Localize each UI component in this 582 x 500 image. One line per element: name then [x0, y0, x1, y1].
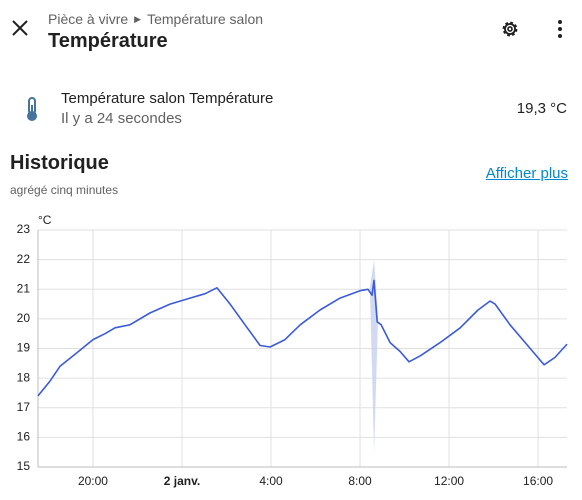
- y-tick-label: 22: [17, 252, 31, 266]
- chart: °C 15 16 17 18 19 20 21 22 23 20:00 2 janv. 4:00 8:0…: [17, 213, 568, 488]
- y-tick-label: 15: [17, 459, 31, 473]
- y-tick-label: 20: [17, 311, 31, 325]
- separator: ▶: [134, 14, 142, 24]
- close-icon[interactable]: [10, 18, 30, 38]
- y-axis-label: °C: [38, 213, 52, 227]
- thermometer-icon: [27, 97, 37, 121]
- entity-state: 19,3 °C: [516, 100, 567, 117]
- y-tick-label: 16: [17, 430, 31, 444]
- x-tick-label: 20:00: [78, 474, 108, 488]
- y-tick-label: 17: [17, 400, 31, 414]
- entity-name: Température salon Température: [61, 90, 274, 107]
- x-tick-label: 16:00: [523, 474, 553, 488]
- breadcrumb-area: Pièce à vivre: [48, 11, 129, 27]
- y-tick-label: 23: [17, 222, 31, 236]
- x-tick-label: 8:00: [348, 474, 372, 488]
- show-more-link[interactable]: Afficher plus: [485, 165, 568, 182]
- y-tick-label: 21: [17, 281, 31, 295]
- y-tick-label: 18: [17, 370, 31, 384]
- x-tick-label: 4:00: [259, 474, 283, 488]
- y-tick-label: 19: [17, 341, 31, 355]
- history-title: Historique: [10, 152, 109, 174]
- history-subtitle: agrégé cinq minutes: [10, 183, 119, 197]
- last-changed: Il y a 24 secondes: [61, 110, 182, 127]
- x-tick-label: 12:00: [434, 474, 464, 488]
- settings-icon[interactable]: [499, 18, 521, 40]
- dialog-title: Température: [48, 30, 168, 52]
- breadcrumb-entity: Température salon: [147, 11, 264, 27]
- breadcrumb: Pièce à vivre ▶ Température salon: [48, 11, 263, 27]
- x-tick-label: 2 janv.: [164, 474, 200, 488]
- line-series: [37, 279, 568, 397]
- menu-icon[interactable]: [552, 18, 568, 40]
